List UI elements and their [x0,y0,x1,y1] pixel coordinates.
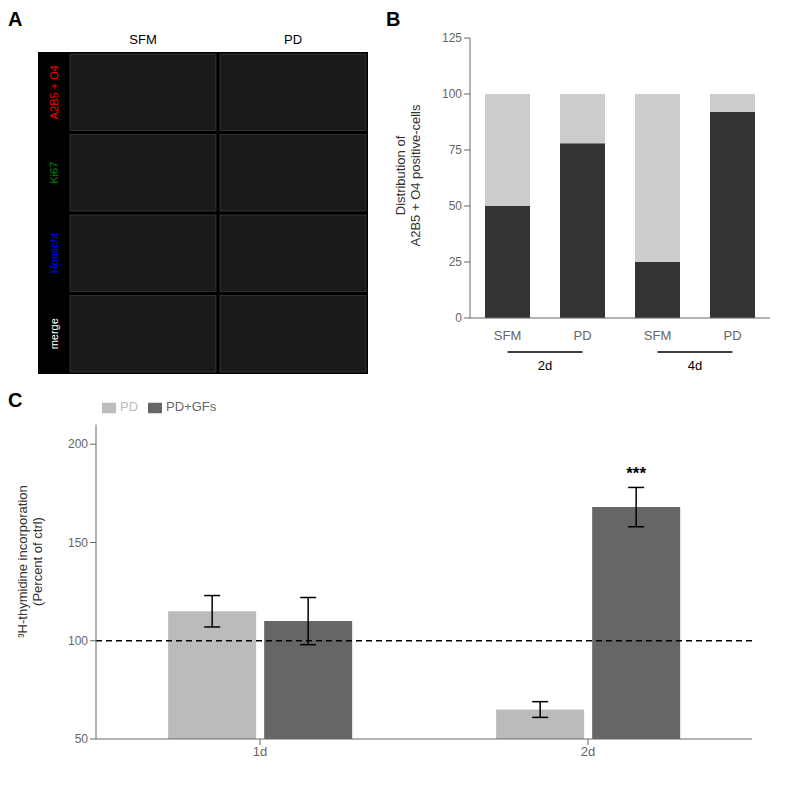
svg-text:merge: merge [48,318,60,349]
svg-text:200: 200 [68,437,88,451]
html-text:C: C [8,389,23,411]
html-text:PD: PD [120,399,139,414]
svg-text:SFM: SFM [494,328,521,343]
svg-text:2d: 2d [538,358,552,373]
html-text:A: A [8,8,23,30]
svg-text:PD: PD [284,32,302,47]
svg-text:³H-thymidine incorporation(Per: ³H-thymidine incorporation(Percent of ct… [15,485,46,637]
svg-text:125: 125 [442,31,462,45]
svg-text:100: 100 [442,87,462,101]
svg-text:150: 150 [68,536,88,550]
svg-text:SFM: SFM [129,32,156,47]
svg-text:PD: PD [723,328,741,343]
svg-text:75: 75 [449,143,463,157]
svg-text:4d: 4d [688,358,702,373]
svg-text:Ki67: Ki67 [48,162,60,184]
svg-text:100: 100 [68,634,88,648]
svg-text:2d: 2d [581,744,595,759]
html-text:PD+GFs: PD+GFs [166,399,217,414]
svg-text:1d: 1d [253,744,267,759]
svg-text:50: 50 [75,732,89,746]
svg-text:Hoescht: Hoescht [48,233,60,273]
svg-text:***: *** [626,464,646,483]
svg-text:SFM: SFM [644,328,671,343]
svg-text:0: 0 [455,311,462,325]
svg-text:25: 25 [449,255,463,269]
svg-text:PD: PD [573,328,591,343]
svg-text:A2B5 + O4: A2B5 + O4 [48,65,60,119]
html-text:B: B [386,8,401,30]
svg-text:50: 50 [449,199,463,213]
svg-text:Distribution ofA2B5 + O4 posit: Distribution ofA2B5 + O4 positive-cells [393,104,424,246]
